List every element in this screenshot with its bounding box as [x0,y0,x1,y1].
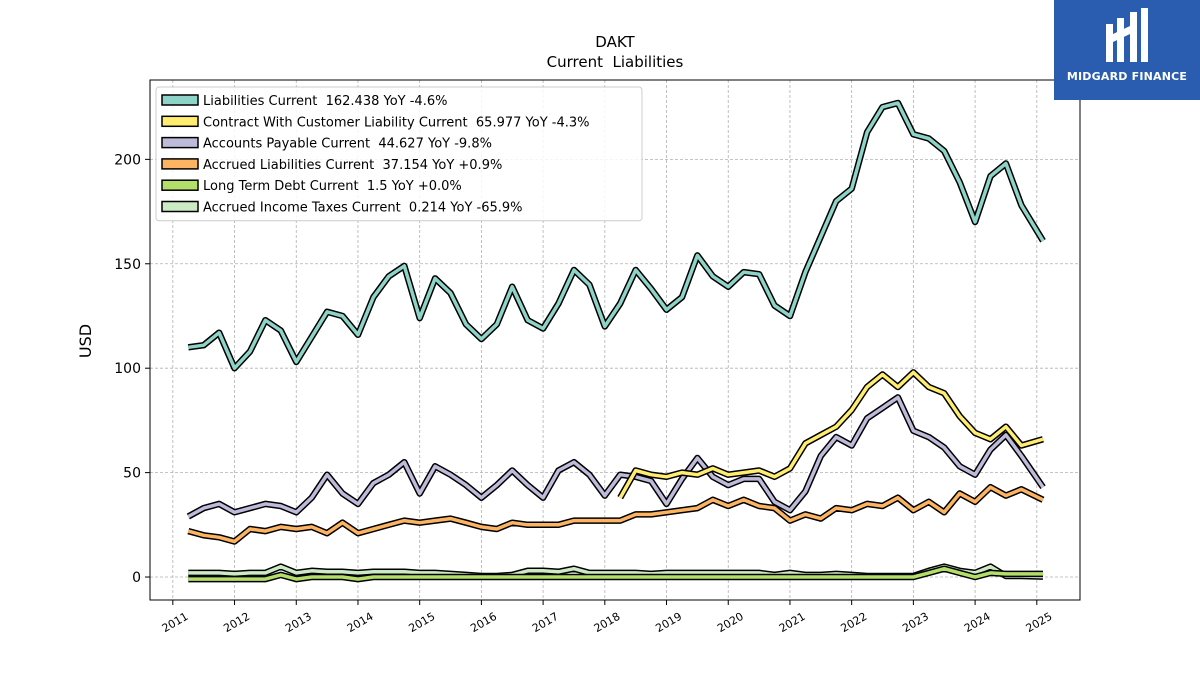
legend-item: Accrued Liabilities Current 37.154 YoY +… [161,158,502,173]
plot-frame [149,79,1081,601]
legend-label: Accounts Payable Current 44.627 YoY -9.8… [203,137,492,152]
legend-item: Contract With Customer Liability Current… [161,115,589,130]
legend-label: Liabilities Current 162.438 YoY -4.6% [203,94,447,109]
series-line [187,483,1045,545]
series-lines [186,99,1046,583]
legend-label: Long Term Debt Current 1.5 YoY +0.0% [203,179,462,194]
legend-label: Accrued Liabilities Current 37.154 YoY +… [203,158,502,173]
series-stroke [188,566,1043,581]
x-tick-label: 2011 [160,610,191,635]
x-tick-label: 2019 [653,610,684,635]
y-tick-label: 0 [132,570,141,586]
series-line [188,565,1043,583]
brand-name: MIDGARD FINANCE [1066,70,1188,83]
x-tick-label: 2012 [221,610,252,635]
x-tick-label: 2015 [407,610,438,635]
x-tick-label: 2016 [468,610,499,635]
x-tick-label: 2020 [715,610,746,635]
legend-label: Contract With Customer Liability Current… [203,115,589,130]
series-stroke [187,395,1045,519]
legend-swatch [161,179,199,191]
legend-swatch [161,158,199,170]
legend-swatch [161,94,199,106]
legend-item: Accounts Payable Current 44.627 YoY -9.8… [161,136,492,152]
brand-mark-icon [1106,8,1148,62]
y-tick-label: 50 [123,466,141,482]
brand-logo: MIDGARD FINANCE [1054,0,1200,100]
x-tick-label: 2018 [592,610,623,635]
legend-item: Accrued Income Taxes Current 0.214 YoY -… [161,200,523,216]
legend-swatch [161,136,199,149]
chart-subtitle: Current Liabilities [547,53,684,71]
legend-label: Accrued Income Taxes Current 0.214 YoY -… [203,201,523,216]
legend-swatch [161,115,199,128]
y-tick-label: 150 [114,257,141,273]
series-line [186,394,1046,520]
series-line [617,369,1044,500]
legend-item: Liabilities Current 162.438 YoY -4.6% [161,94,447,109]
legend-item: Long Term Debt Current 1.5 YoY +0.0% [161,179,462,194]
y-axis-label: USD [76,324,95,358]
x-tick-label: 2024 [962,610,993,635]
legend: Liabilities Current 162.438 YoY -4.6% Con… [155,86,643,222]
series-stroke [188,101,1045,370]
x-tick-label: 2022 [839,610,870,635]
legend-frame [155,86,643,222]
chart-title: DAKT [595,33,635,51]
x-tick-label: 2025 [1024,610,1055,635]
x-tick-label: 2023 [900,610,931,635]
x-tick-label: 2013 [283,610,314,635]
x-tick-label: 2021 [777,610,808,635]
y-tick-label: 100 [114,361,141,377]
series-outline [186,394,1046,520]
legend-swatch [161,200,199,213]
series-line [187,99,1046,372]
series-stroke [187,485,1044,544]
series-stroke [618,370,1044,499]
x-tick-label: 2017 [530,610,561,635]
x-tick-label: 2014 [345,610,376,635]
y-tick-label: 200 [114,152,141,168]
